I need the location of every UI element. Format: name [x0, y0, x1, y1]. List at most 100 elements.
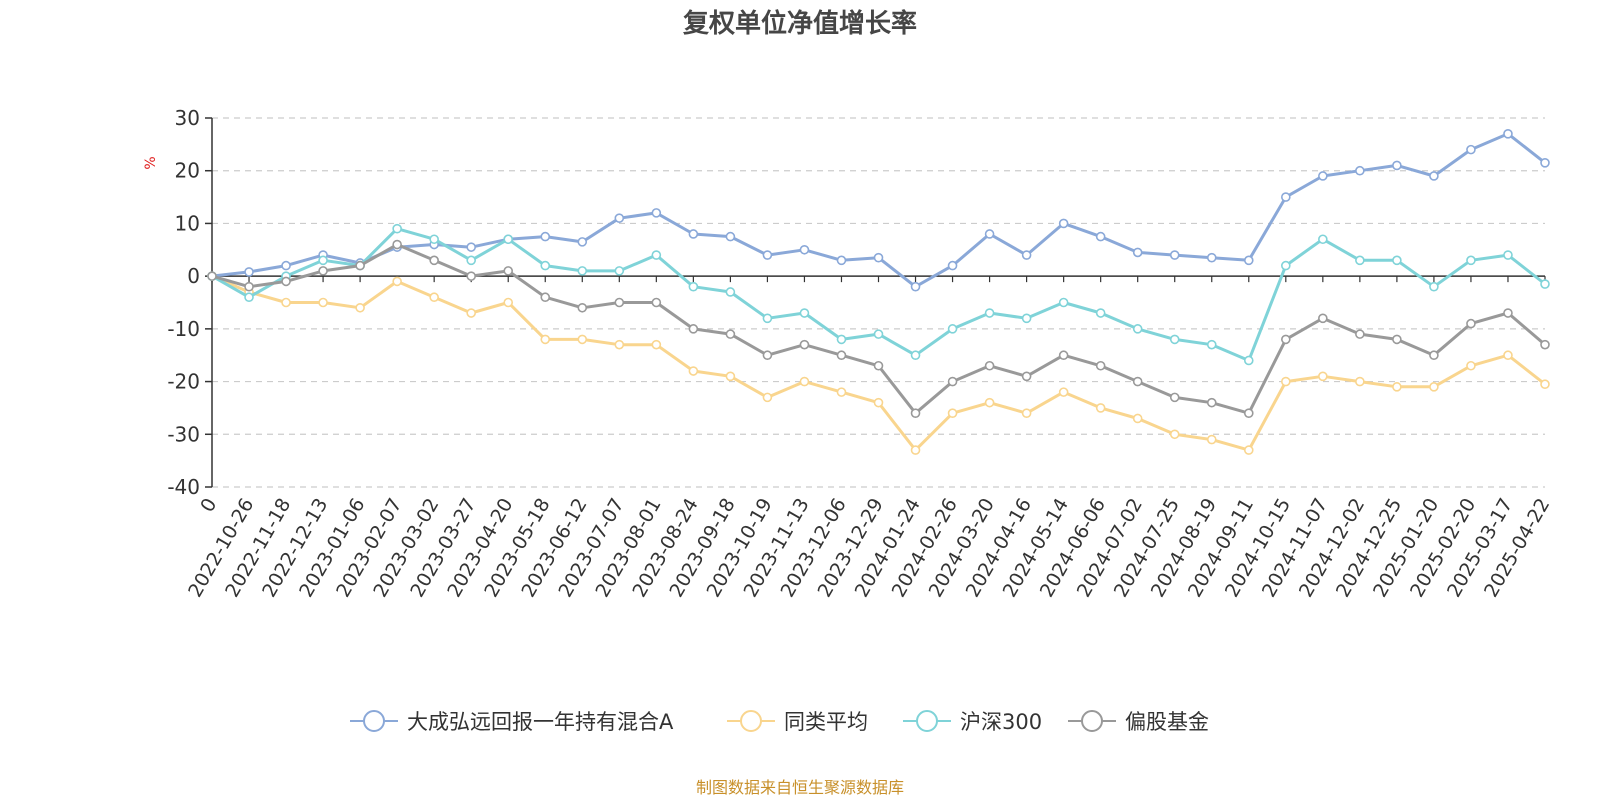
data-point [540, 334, 551, 345]
data-point [1206, 397, 1217, 408]
data-point [207, 271, 217, 281]
data-point [947, 376, 958, 387]
series-line [211, 227, 1546, 362]
data-point [318, 266, 328, 276]
legend-marker-icon [740, 710, 762, 732]
data-point [614, 266, 625, 276]
data-point [873, 397, 884, 408]
y-tick-label: 30 [175, 106, 200, 130]
data-point [1058, 218, 1069, 229]
y-tick-label: 10 [175, 211, 200, 235]
data-point [1503, 129, 1513, 139]
data-point [318, 255, 328, 266]
y-axis-ticks: 30 20 10 0 -10 -20 -30 -40 [167, 106, 200, 499]
legend-item[interactable]: 同类平均 [727, 710, 868, 734]
data-point [836, 350, 847, 361]
data-point [281, 276, 291, 287]
data-point [836, 387, 847, 397]
data-point [799, 308, 810, 318]
data-point [1169, 250, 1180, 260]
data-point [1429, 171, 1439, 181]
data-point [392, 276, 402, 287]
data-point [1355, 376, 1365, 387]
data-point [1058, 350, 1069, 361]
data-point [873, 252, 884, 263]
data-point [1540, 379, 1550, 390]
data-point [577, 302, 588, 313]
data-point [725, 231, 736, 242]
data-point [1355, 255, 1365, 266]
y-tick-label: -10 [167, 317, 200, 341]
data-point [651, 339, 662, 350]
data-point [1392, 255, 1402, 266]
data-point [244, 292, 254, 303]
data-point [1355, 165, 1365, 176]
data-point [984, 308, 995, 318]
data-point [244, 281, 254, 292]
series-group [207, 223, 1550, 366]
data-point [1503, 308, 1513, 318]
legend-label: 偏股基金 [1125, 710, 1209, 734]
data-point [910, 350, 921, 361]
data-point [1132, 376, 1143, 387]
data-point [614, 213, 625, 223]
legend[interactable]: 大成弘远回报一年持有混合A 同类平均 沪深300 偏股基金 [350, 710, 1209, 734]
legend-marker-icon [1081, 710, 1103, 732]
x-tick-label: 0 [196, 495, 221, 516]
series-lines [207, 129, 1550, 455]
data-point [725, 329, 736, 339]
data-point [1021, 250, 1032, 260]
data-point [799, 376, 810, 387]
data-point [1169, 334, 1180, 345]
data-point [947, 408, 958, 419]
data-point [466, 242, 476, 252]
data-point [1021, 313, 1032, 324]
source-note: 制图数据来自恒生聚源数据库 [696, 778, 904, 797]
data-point [910, 408, 921, 419]
data-point [873, 360, 884, 371]
data-point [725, 371, 736, 382]
chart-title: 复权单位净值增长率 [683, 8, 917, 39]
legend-item[interactable]: 偏股基金 [1068, 710, 1209, 734]
data-point [1021, 408, 1032, 419]
data-point [1206, 339, 1217, 350]
y-tick-label: 0 [187, 264, 200, 288]
y-tick-label: -20 [167, 370, 200, 394]
data-point [1466, 255, 1476, 266]
x-axis-ticks: 02022-10-262022-11-182022-12-132023-01-0… [184, 495, 1554, 602]
data-point [799, 244, 810, 255]
data-point [688, 366, 699, 376]
data-point [466, 308, 476, 318]
data-point [1169, 392, 1180, 403]
data-point [1466, 318, 1476, 329]
data-point [947, 324, 958, 334]
data-point [1429, 281, 1439, 292]
data-point [614, 339, 625, 350]
data-point [1095, 308, 1106, 318]
data-point [1206, 252, 1217, 263]
data-point [1503, 350, 1513, 361]
data-point [910, 445, 921, 455]
data-point [1540, 339, 1550, 350]
legend-item[interactable]: 沪深300 [903, 710, 1042, 734]
data-point [1281, 192, 1291, 202]
data-point [540, 231, 551, 242]
data-point [1095, 403, 1106, 413]
data-point [1206, 434, 1217, 445]
data-point [614, 297, 625, 308]
data-point [1281, 376, 1291, 387]
data-point [503, 234, 514, 245]
data-point [799, 339, 810, 350]
data-point [355, 260, 365, 271]
data-point [1243, 355, 1254, 366]
series-group [207, 239, 1550, 419]
data-point [318, 297, 328, 308]
data-point [984, 397, 995, 408]
data-point [984, 360, 995, 371]
data-point [910, 281, 921, 292]
data-point [688, 229, 699, 239]
legend-item[interactable]: 大成弘远回报一年持有混合A [350, 710, 674, 734]
data-point [1429, 350, 1439, 361]
data-point [503, 266, 514, 276]
data-point [466, 255, 476, 266]
